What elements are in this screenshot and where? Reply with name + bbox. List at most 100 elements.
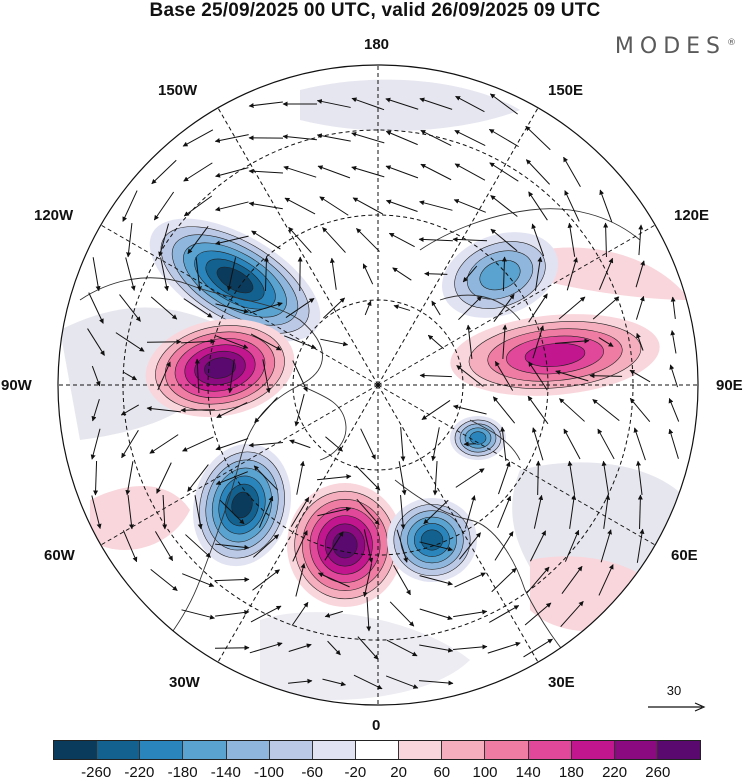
weak-area (300, 79, 520, 131)
colorbar-tick-label: -180 (167, 764, 198, 781)
wind-vector (531, 223, 545, 257)
wind-vector (226, 257, 237, 292)
wind-vector (393, 304, 411, 311)
wind-vector (597, 428, 615, 460)
wind-vector (182, 573, 215, 587)
wind-vector (352, 197, 384, 215)
wind-vector (351, 97, 385, 111)
wind-vector (456, 365, 484, 387)
wind-vector (635, 260, 646, 288)
wind-vector (180, 407, 216, 413)
wind-vector (491, 567, 517, 593)
wind-vector (636, 460, 643, 495)
wind-vector (558, 296, 586, 320)
wind-vector (214, 577, 250, 583)
wind-vector (600, 529, 612, 563)
wind-vector (389, 601, 415, 627)
wind-vector (262, 359, 271, 394)
wind-vector (527, 395, 549, 425)
wind-vector (356, 228, 380, 252)
anomaly-neg-east-siberia (441, 232, 559, 318)
colorbar-cell (355, 741, 400, 759)
wind-vector (589, 373, 623, 379)
anomaly-neg-europe (387, 498, 477, 582)
wind-vector (598, 337, 614, 347)
coastline-laptev (439, 294, 521, 321)
wind-vector (320, 338, 349, 347)
wind-vector (182, 129, 214, 147)
weak-area (260, 612, 470, 700)
wind-vector (431, 427, 440, 462)
wind-vector (288, 643, 312, 652)
wind-vector (419, 608, 453, 621)
wind-vector (123, 371, 138, 381)
wind-vector (420, 163, 452, 181)
wind-vector (263, 256, 269, 292)
wind-vector (353, 674, 383, 690)
wind-vector (566, 257, 578, 291)
wind-vector (292, 360, 308, 392)
wind-vector (459, 532, 481, 560)
wind-vector (351, 132, 385, 144)
wind-vector (392, 267, 412, 281)
wind-vector (317, 474, 352, 481)
wind-vector (454, 129, 486, 147)
anomaly-neg-atlantic (192, 443, 292, 567)
wind-vector (385, 199, 418, 212)
wind-vector (533, 494, 544, 529)
wind-vector (592, 296, 620, 320)
wind-vector (219, 499, 245, 525)
meridian-line (377, 384, 656, 546)
wind-vector (400, 495, 406, 530)
wind-vector (567, 460, 576, 495)
wind-vector (564, 190, 580, 222)
colorbar-cell (614, 741, 658, 759)
wind-vector (418, 236, 453, 242)
wind-vector (563, 428, 581, 460)
wind-vector (183, 195, 213, 217)
wind-vector (292, 530, 308, 562)
wind-vector (528, 361, 548, 391)
wind-vector (489, 93, 518, 115)
colorbar-tick-label: -20 (344, 764, 367, 781)
wind-vector (187, 464, 209, 492)
wind-vector (462, 265, 478, 283)
weak-area (90, 486, 190, 550)
wind-vector (494, 360, 514, 391)
wind-vector (322, 227, 346, 253)
wind-vector (363, 529, 374, 564)
polar-stereographic-map (57, 64, 699, 706)
colorbar-cell (571, 741, 615, 759)
wind-vector (464, 495, 476, 529)
wind-vector (125, 257, 136, 291)
colorbar-tick-label: 60 (433, 764, 451, 781)
wind-vector (419, 200, 453, 211)
wind-vector (668, 397, 680, 422)
wind-vector (385, 97, 419, 110)
wind-vector (160, 257, 169, 292)
wind-vector (423, 499, 449, 525)
wind-vector (385, 130, 418, 146)
wind-vector (636, 528, 645, 563)
wind-vector (452, 236, 488, 242)
wind-vector (122, 190, 138, 222)
modes-logo: MODES® (615, 34, 736, 59)
meridian-line (100, 224, 379, 386)
wind-vector (122, 530, 138, 563)
coastline-kara (469, 419, 521, 461)
wind-vector (525, 125, 551, 151)
anomaly-contour (231, 491, 253, 519)
wind-vector (150, 569, 178, 591)
wind-vector (214, 645, 250, 651)
wind-vector (563, 156, 581, 188)
wind-vector (91, 495, 102, 529)
label-90w: 90W (1, 377, 32, 394)
colorbar-tick-label: 20 (390, 764, 407, 781)
wind-vector (398, 461, 407, 496)
wind-vector (638, 224, 644, 256)
wind-vector (419, 680, 454, 686)
wind-vector (215, 201, 249, 212)
wind-vector (529, 530, 547, 562)
wind-vector (454, 572, 486, 588)
wind-vector (127, 495, 134, 530)
